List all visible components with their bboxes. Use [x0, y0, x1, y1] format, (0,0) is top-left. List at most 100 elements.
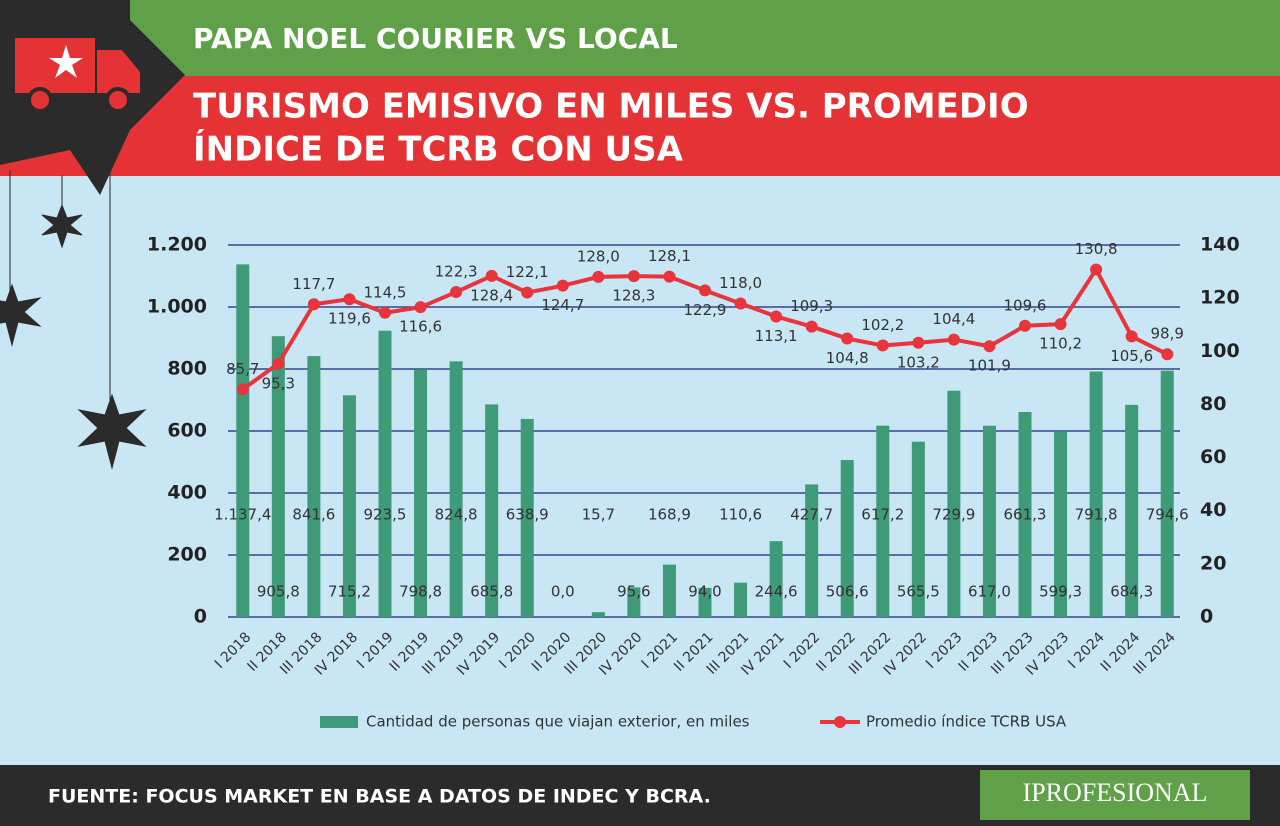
bar	[1018, 411, 1032, 617]
line-marker	[521, 286, 534, 299]
line-value-label: 110,2	[1039, 335, 1082, 353]
y2-tick-label: 20	[1200, 552, 1226, 574]
line-value-label: 109,3	[790, 297, 833, 315]
y-tick-label: 1.000	[147, 296, 207, 318]
bar	[947, 390, 961, 617]
bar	[840, 459, 854, 617]
bar-value-label: 168,9	[648, 506, 691, 524]
line-value-label: 109,6	[1004, 296, 1047, 314]
line-marker	[627, 270, 640, 283]
line-value-label: 116,6	[399, 318, 442, 336]
bar	[520, 418, 534, 617]
bar-value-label: 617,0	[968, 583, 1011, 601]
line-value-label: 98,9	[1151, 325, 1184, 343]
line-value-label: 104,8	[826, 349, 869, 367]
line-marker	[307, 298, 320, 311]
bar	[307, 356, 321, 617]
truck-icon	[15, 38, 140, 113]
bar-value-label: 506,6	[826, 583, 869, 601]
bar	[698, 587, 712, 617]
line-marker	[1054, 318, 1067, 331]
y-tick-label: 1.200	[147, 234, 207, 256]
bar	[1125, 404, 1139, 617]
bar	[627, 587, 641, 617]
bar	[378, 330, 392, 617]
y2-tick-label: 0	[1200, 606, 1213, 628]
bar	[662, 564, 676, 617]
bar	[485, 404, 499, 617]
bar-value-label: 565,5	[897, 583, 940, 601]
bar	[414, 369, 428, 617]
bar-value-label: 905,8	[257, 583, 300, 601]
y-tick-label: 600	[167, 420, 207, 442]
line-marker	[734, 297, 747, 310]
bar	[982, 425, 996, 617]
bar	[1054, 431, 1068, 617]
bar-value-label: 684,3	[1110, 583, 1153, 601]
line-marker	[379, 306, 391, 319]
bar-value-label: 729,9	[932, 506, 975, 524]
line-marker	[876, 339, 889, 352]
line-value-label: 128,1	[648, 247, 691, 265]
bar-value-label: 824,8	[435, 506, 478, 524]
bar-value-label: 15,7	[582, 506, 615, 524]
bar-value-label: 685,8	[470, 583, 513, 601]
line-value-label: 113,1	[755, 327, 798, 345]
legend-swatch	[320, 716, 358, 728]
logo: IPROFESIONAL	[1023, 778, 1208, 807]
y2-tick-label: 60	[1200, 446, 1226, 468]
line-value-label: 122,9	[684, 301, 727, 319]
bar-value-label: 427,7	[790, 506, 833, 524]
line-value-label: 128,4	[470, 286, 513, 304]
line-value-label: 122,1	[506, 263, 549, 281]
bar-value-label: 244,6	[755, 583, 798, 601]
line-value-label: 128,3	[612, 287, 655, 305]
line-marker	[556, 279, 569, 292]
chart-title: TURISMO EMISIVO EN MILES VS. PROMEDIO	[193, 87, 1029, 127]
bar-value-label: 1.137,4	[214, 506, 271, 524]
line-value-label: 101,9	[968, 357, 1011, 375]
line-value-label: 122,3	[435, 263, 478, 281]
bar	[271, 336, 285, 617]
y2-tick-label: 80	[1200, 393, 1226, 415]
bar	[734, 582, 748, 617]
bar	[342, 395, 356, 617]
hanging-stars	[0, 170, 147, 470]
line-marker	[1125, 330, 1138, 343]
bar-value-label: 110,6	[719, 506, 762, 524]
y-tick-label: 0	[194, 606, 207, 628]
bar-value-label: 661,3	[1004, 506, 1047, 524]
line-marker	[912, 336, 925, 349]
bar-value-label: 841,6	[292, 506, 335, 524]
legend-swatch	[834, 716, 846, 728]
bar	[911, 441, 925, 617]
bar	[449, 361, 463, 617]
bar	[769, 541, 783, 617]
bar-value-label: 599,3	[1039, 583, 1082, 601]
y2-tick-label: 120	[1200, 287, 1240, 309]
logo-box	[980, 770, 1250, 820]
line-marker	[414, 301, 427, 314]
bar-value-label: 715,2	[328, 583, 371, 601]
line-marker	[236, 383, 249, 396]
y2-tick-label: 40	[1200, 499, 1226, 521]
line-marker	[983, 340, 996, 353]
line-value-label: 85,7	[226, 360, 259, 378]
line-marker	[805, 320, 818, 333]
line-marker	[663, 270, 676, 283]
line-marker	[1090, 263, 1103, 276]
line-value-label: 104,4	[932, 310, 975, 328]
line-value-label: 124,7	[541, 296, 584, 314]
line-value-label: 128,0	[577, 247, 620, 265]
chart-title: ÍNDICE DE TCRB CON USA	[193, 129, 684, 170]
title-band	[0, 76, 1280, 176]
line-value-label: 118,0	[719, 274, 762, 292]
line-marker	[947, 333, 960, 346]
legend-label: Cantidad de personas que viajan exterior…	[366, 713, 750, 731]
y-tick-label: 200	[167, 544, 207, 566]
line-marker	[485, 269, 498, 282]
bar-value-label: 791,8	[1075, 506, 1118, 524]
line-marker	[1019, 319, 1031, 332]
line-value-label: 119,6	[328, 310, 371, 328]
bar	[591, 612, 605, 617]
